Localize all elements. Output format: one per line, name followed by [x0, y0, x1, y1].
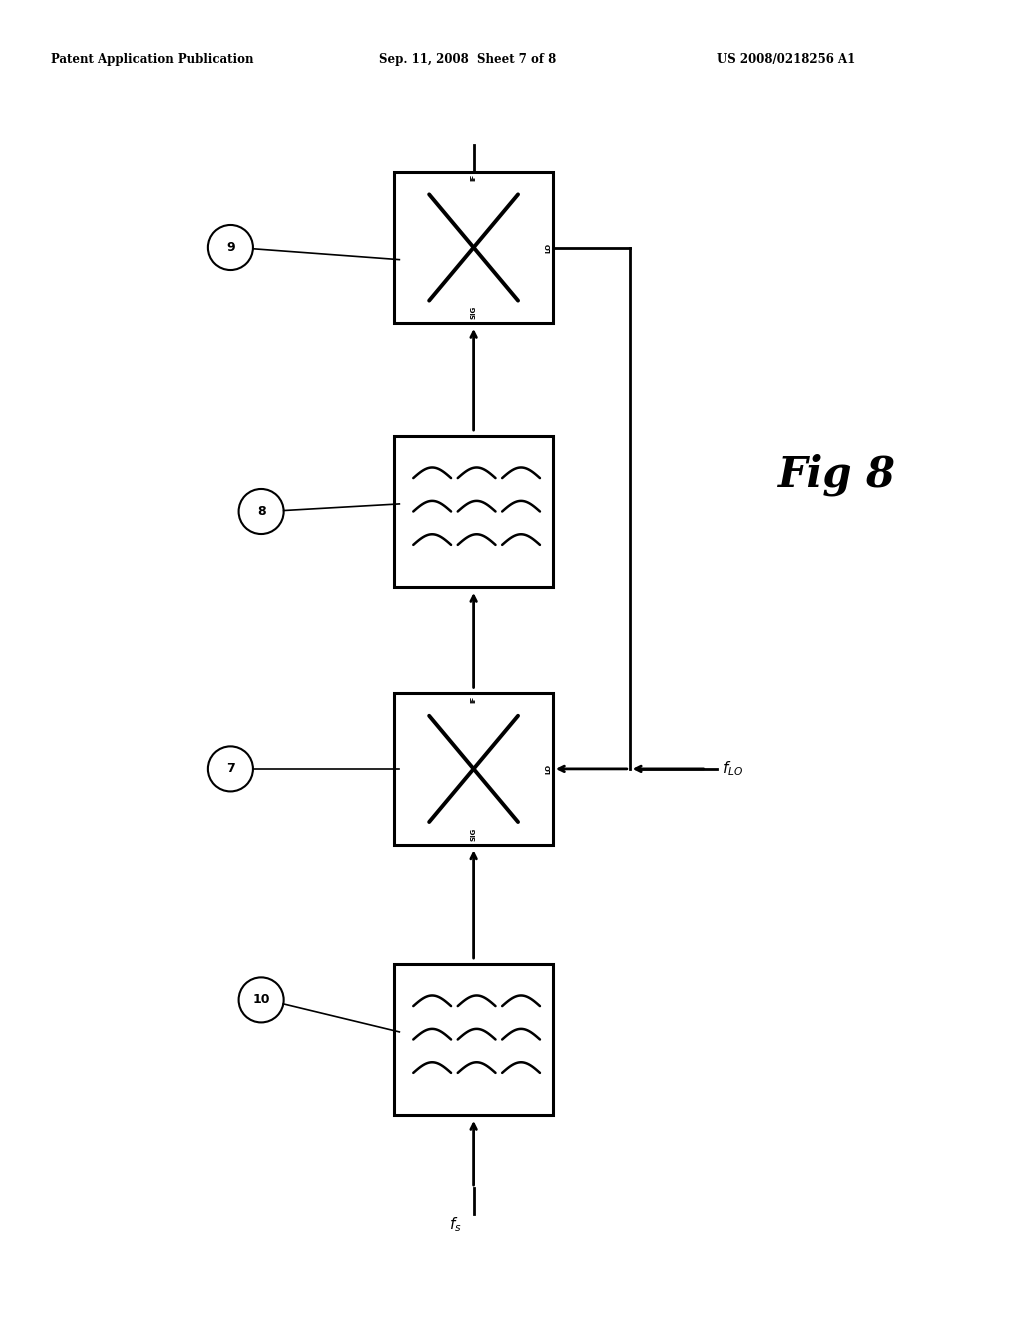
- Text: Sep. 11, 2008  Sheet 7 of 8: Sep. 11, 2008 Sheet 7 of 8: [379, 53, 556, 66]
- Text: 7: 7: [226, 763, 234, 775]
- Text: 9: 9: [226, 242, 234, 253]
- Text: LO: LO: [545, 764, 551, 774]
- Text: IF: IF: [471, 696, 476, 702]
- Bar: [394, 964, 553, 1115]
- Bar: [394, 693, 553, 845]
- Text: IF: IF: [471, 174, 476, 181]
- Text: 8: 8: [257, 506, 265, 517]
- Bar: [394, 436, 553, 587]
- Text: SIG: SIG: [471, 306, 476, 319]
- Text: LO: LO: [545, 243, 551, 252]
- Text: Fig 8: Fig 8: [778, 454, 896, 496]
- Text: $f_{LO}$: $f_{LO}$: [722, 759, 743, 779]
- Text: US 2008/0218256 A1: US 2008/0218256 A1: [717, 53, 855, 66]
- Text: SIG: SIG: [471, 828, 476, 841]
- Bar: [394, 172, 553, 323]
- Text: Patent Application Publication: Patent Application Publication: [51, 53, 254, 66]
- Text: $f_s$: $f_s$: [449, 1216, 462, 1234]
- Text: 10: 10: [252, 994, 270, 1006]
